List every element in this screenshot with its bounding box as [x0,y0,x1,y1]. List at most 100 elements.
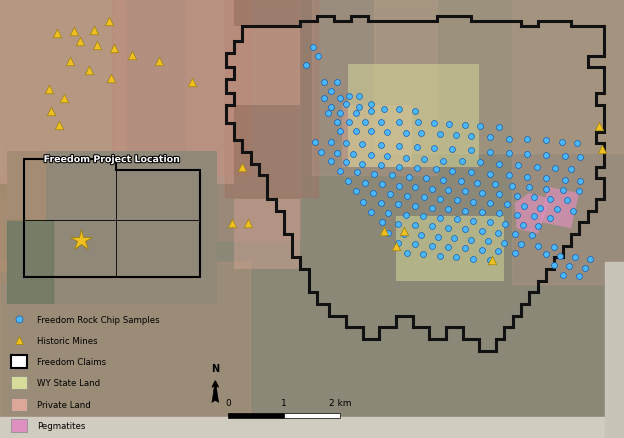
Point [106,75,116,82]
Point [419,194,429,201]
Point [545,215,555,222]
Point [580,265,590,272]
Point [416,232,426,239]
Point [550,165,560,172]
Text: Freedom Project Location: Freedom Project Location [44,156,180,165]
Point [466,148,476,155]
Point [510,231,520,238]
Bar [7,221,54,304]
Point [402,250,412,257]
Point [410,184,420,191]
Point [332,80,342,87]
Point [485,257,495,264]
Point [360,180,370,187]
Point [354,93,364,100]
Point [552,206,562,213]
Point [494,210,504,217]
Point [541,152,551,159]
Point [494,191,504,198]
Point [376,162,386,169]
Point [46,108,56,115]
Point [468,218,478,225]
Bar [228,413,284,418]
Point [435,253,445,260]
Bar [187,0,300,241]
Point [460,208,470,215]
Polygon shape [515,194,550,234]
Point [393,240,403,247]
Bar [11,398,27,411]
Point [376,142,386,149]
Point [468,199,478,206]
Text: Private Land: Private Land [37,400,90,409]
Point [358,199,368,206]
Point [485,134,495,141]
Point [494,161,504,168]
Bar [11,377,27,389]
Point [393,221,403,228]
Point [460,245,470,252]
Point [341,159,351,166]
Point [394,119,404,126]
Point [366,102,376,109]
Point [564,263,574,270]
Point [535,205,545,212]
Point [323,110,333,117]
Point [466,170,476,177]
Point [460,226,470,233]
Bar [225,0,318,197]
Point [84,67,94,74]
Point [387,173,397,180]
Point [416,130,426,137]
Point [485,171,495,178]
Text: 2 km: 2 km [329,398,351,407]
Point [301,62,311,69]
Point [187,80,197,87]
Point [75,38,85,45]
Point [410,203,420,210]
Point [351,110,361,117]
Point [385,191,395,198]
Point [366,152,376,159]
Point [522,137,532,144]
Point [475,159,485,166]
Point [343,178,353,185]
Text: Freedom Rock Chip Samples: Freedom Rock Chip Samples [37,315,159,324]
Point [335,128,345,135]
Bar [7,152,45,221]
Point [351,128,361,135]
Point [452,216,462,223]
Point [499,240,509,247]
Text: Freedom Claims: Freedom Claims [37,357,106,367]
Point [449,235,459,242]
Text: WY State Land: WY State Land [37,378,100,388]
Point [394,164,404,171]
Point [477,247,487,254]
Point [326,159,336,166]
Point [376,119,386,126]
Point [570,254,580,261]
Point [326,88,336,95]
Point [512,212,522,219]
Point [418,213,428,220]
Point [529,213,539,220]
Point [310,139,320,146]
Point [522,151,532,158]
Bar [11,356,27,368]
Point [377,181,387,188]
Point [412,165,422,172]
Point [507,183,517,190]
Point [243,220,253,227]
Polygon shape [234,27,300,106]
Text: 1: 1 [281,398,287,407]
Point [529,194,539,201]
Point [519,203,529,210]
Point [524,184,534,191]
Point [485,149,495,156]
Point [460,123,470,130]
Point [227,220,237,227]
Point [59,95,69,102]
Point [237,164,247,171]
Point [477,190,487,197]
Point [429,145,439,152]
